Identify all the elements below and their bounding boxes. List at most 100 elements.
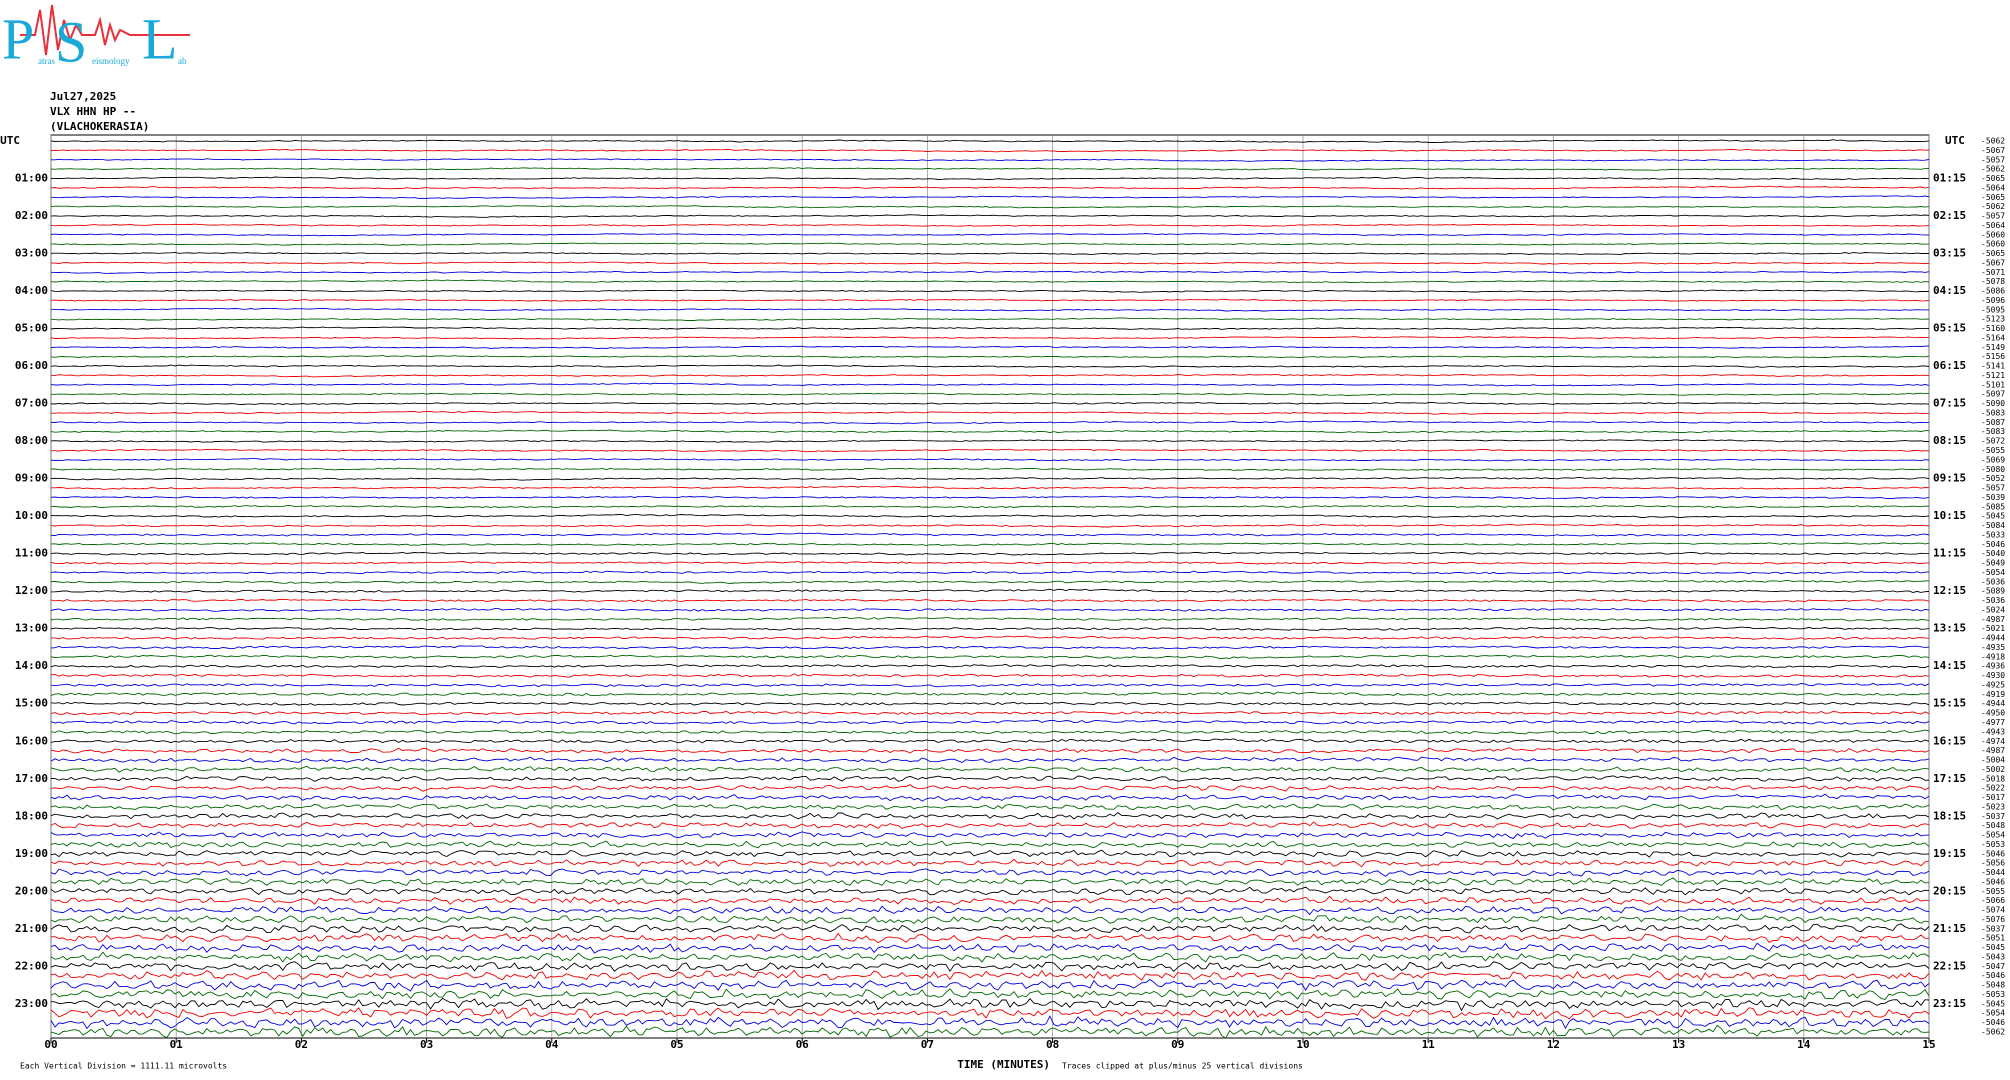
hour-label: 01:00 <box>15 172 48 185</box>
trace <box>50 988 1930 1001</box>
offset-label: -5024 <box>1981 605 2005 614</box>
offset-label: -5095 <box>1981 305 2005 314</box>
trace <box>50 710 1930 716</box>
offset-label: -4974 <box>1981 737 2005 746</box>
offset-label: -5037 <box>1981 812 2005 821</box>
trace <box>51 467 1930 471</box>
trace <box>50 738 1930 744</box>
hour-label: 10:00 <box>15 509 48 522</box>
trace <box>50 1007 1930 1020</box>
hour-label-right: 18:15 <box>1933 809 1966 822</box>
x-label: 04 <box>545 1038 559 1051</box>
offset-label: -5046 <box>1981 1018 2005 1027</box>
trace <box>50 401 1930 405</box>
hour-label: 09:00 <box>15 472 48 485</box>
offset-label: -5096 <box>1981 296 2005 305</box>
offset-label: -5033 <box>1981 530 2005 539</box>
offset-label: -5018 <box>1981 774 2005 783</box>
trace <box>50 457 1930 462</box>
offset-label: -5062 <box>1981 1028 2005 1037</box>
logo-word: ab <box>178 56 187 66</box>
hour-label: UTC <box>0 134 20 147</box>
offset-label: -5049 <box>1981 559 2005 568</box>
hour-label: 16:00 <box>15 734 48 747</box>
trace <box>50 561 1930 565</box>
traces <box>50 139 1930 1039</box>
offset-label: -4918 <box>1981 652 2005 661</box>
hour-label-right: 01:15 <box>1933 172 1966 185</box>
trace <box>50 336 1930 340</box>
offset-label: -5047 <box>1981 962 2005 971</box>
offset-label: -5072 <box>1981 437 2005 446</box>
offset-label: -5149 <box>1981 343 2005 352</box>
offset-label: -5002 <box>1981 765 2005 774</box>
trace <box>50 673 1930 678</box>
offset-label: -5052 <box>1981 474 2005 483</box>
offset-label: -5057 <box>1981 212 2005 221</box>
offset-label: -5036 <box>1981 596 2005 605</box>
place: (VLACHOKERASIA) <box>50 120 149 133</box>
offset-label: -5160 <box>1981 324 2005 333</box>
offset-label: -5057 <box>1981 484 2005 493</box>
hour-label: 20:00 <box>15 884 48 897</box>
offset-label: -5071 <box>1981 268 2005 277</box>
hour-label-right: 22:15 <box>1933 959 1966 972</box>
trace <box>51 392 1930 396</box>
trace <box>50 307 1930 312</box>
offset-label: -4944 <box>1981 699 2005 708</box>
hour-label: 22:00 <box>15 959 48 972</box>
offset-label: -5067 <box>1981 258 2005 267</box>
trace <box>50 831 1930 840</box>
offset-label: -5101 <box>1981 380 2005 389</box>
offset-label: -5062 <box>1981 137 2005 146</box>
trace <box>50 617 1930 622</box>
hour-label-right: 08:15 <box>1933 434 1966 447</box>
hour-label-right: 09:15 <box>1933 472 1966 485</box>
hour-label: 12:00 <box>15 584 48 597</box>
trace <box>50 195 1930 199</box>
trace <box>50 775 1930 782</box>
offset-label: -5089 <box>1981 587 2005 596</box>
trace <box>50 364 1930 368</box>
hour-label: 05:00 <box>15 322 48 335</box>
trace <box>50 167 1929 171</box>
offset-label: -5036 <box>1981 577 2005 586</box>
trace <box>50 784 1930 792</box>
offset-label: -5060 <box>1981 230 2005 239</box>
hour-label-right: 21:15 <box>1933 922 1966 935</box>
hour-label-right: 17:15 <box>1933 772 1966 785</box>
x-label: 15 <box>1922 1038 1935 1051</box>
trace <box>50 477 1930 481</box>
hour-label: 18:00 <box>15 809 48 822</box>
x-label: 00 <box>44 1038 57 1051</box>
trace <box>50 298 1930 302</box>
offset-label: -5060 <box>1981 240 2005 249</box>
hour-label-right: 07:15 <box>1933 397 1966 410</box>
hour-label-right: 06:15 <box>1933 359 1966 372</box>
logo-wave <box>20 4 190 56</box>
trace <box>50 978 1930 992</box>
trace <box>50 233 1930 237</box>
frame <box>50 134 1930 1039</box>
trace <box>50 429 1930 434</box>
x-label: 13 <box>1672 1038 1685 1051</box>
trace <box>50 139 1930 144</box>
offset-label: -5057 <box>1981 155 2005 164</box>
offset-label: -4936 <box>1981 662 2005 671</box>
hour-label-right: 05:15 <box>1933 322 1966 335</box>
trace <box>50 148 1930 153</box>
trace <box>51 580 1930 584</box>
hour-label: 14:00 <box>15 659 48 672</box>
hour-label-right: 10:15 <box>1933 509 1966 522</box>
offset-label: -5084 <box>1981 521 2005 530</box>
x-label: 02 <box>295 1038 308 1051</box>
x-label: 06 <box>796 1038 810 1051</box>
offset-label: -5053 <box>1981 840 2005 849</box>
logo-letter: P <box>2 6 34 71</box>
x-label: 03 <box>420 1038 433 1051</box>
hour-label: 21:00 <box>15 922 48 935</box>
trace <box>50 719 1930 725</box>
trace <box>50 626 1930 631</box>
trace <box>50 654 1930 659</box>
x-label: 01 <box>170 1038 184 1051</box>
